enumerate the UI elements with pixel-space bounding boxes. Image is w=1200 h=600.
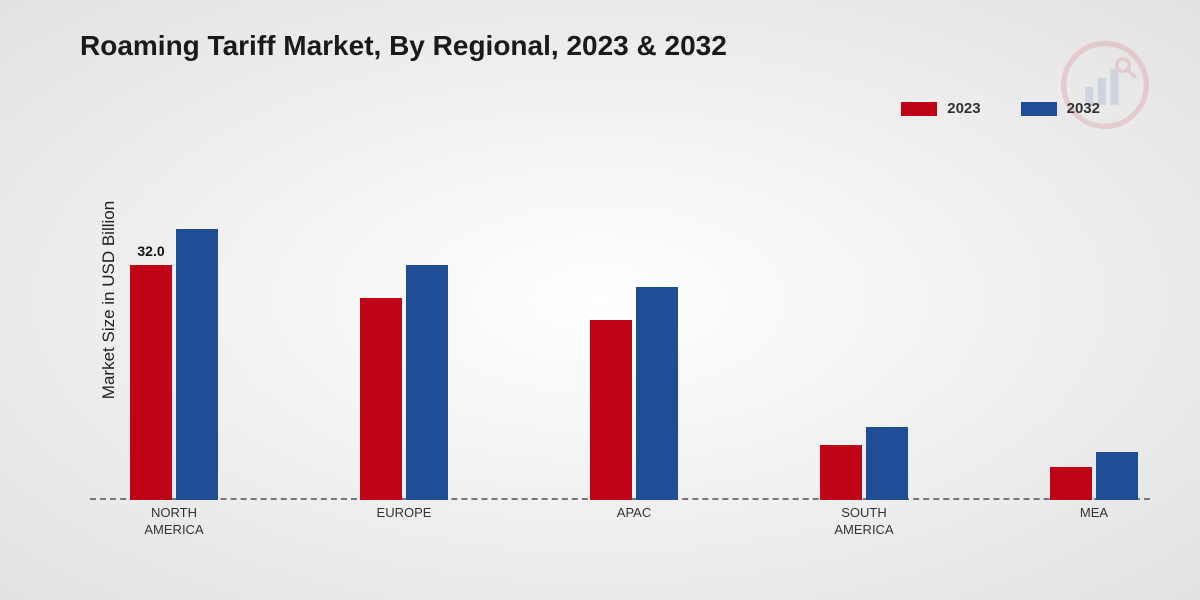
x-tick-label: EUROPE	[377, 505, 432, 522]
bar-group	[1050, 452, 1138, 500]
bar-2023	[360, 298, 402, 500]
bar-2032	[406, 265, 448, 500]
bar-group	[820, 427, 908, 500]
bar-2023	[820, 445, 862, 500]
bar-2032	[176, 229, 218, 500]
legend-item-2023: 2023	[901, 100, 980, 117]
x-tick-label: APAC	[617, 505, 651, 522]
legend-swatch-2023	[901, 102, 937, 116]
x-tick-label: SOUTH AMERICA	[834, 505, 893, 539]
legend: 2023 2032	[901, 100, 1100, 117]
x-axis-labels: NORTH AMERICA EUROPE APAC SOUTH AMERICA MEA	[90, 505, 1150, 565]
bar-group: 32.0	[130, 229, 218, 500]
bar-2032	[636, 287, 678, 500]
bar-group	[590, 287, 678, 500]
x-tick-label: NORTH AMERICA	[144, 505, 203, 539]
legend-item-2032: 2032	[1021, 100, 1100, 117]
legend-label-2023: 2023	[947, 100, 980, 117]
bar-2032	[866, 427, 908, 500]
bar-group	[360, 265, 448, 500]
bar-2032	[1096, 452, 1138, 500]
bar-2023	[1050, 467, 1092, 500]
chart-title: Roaming Tariff Market, By Regional, 2023…	[80, 30, 727, 62]
bar-value-label: 32.0	[137, 243, 164, 259]
plot-area: 32.0	[90, 170, 1150, 500]
x-tick-label: MEA	[1080, 505, 1108, 522]
bar-2023	[590, 320, 632, 500]
bar-2023: 32.0	[130, 265, 172, 500]
legend-label-2032: 2032	[1067, 100, 1100, 117]
legend-swatch-2032	[1021, 102, 1057, 116]
